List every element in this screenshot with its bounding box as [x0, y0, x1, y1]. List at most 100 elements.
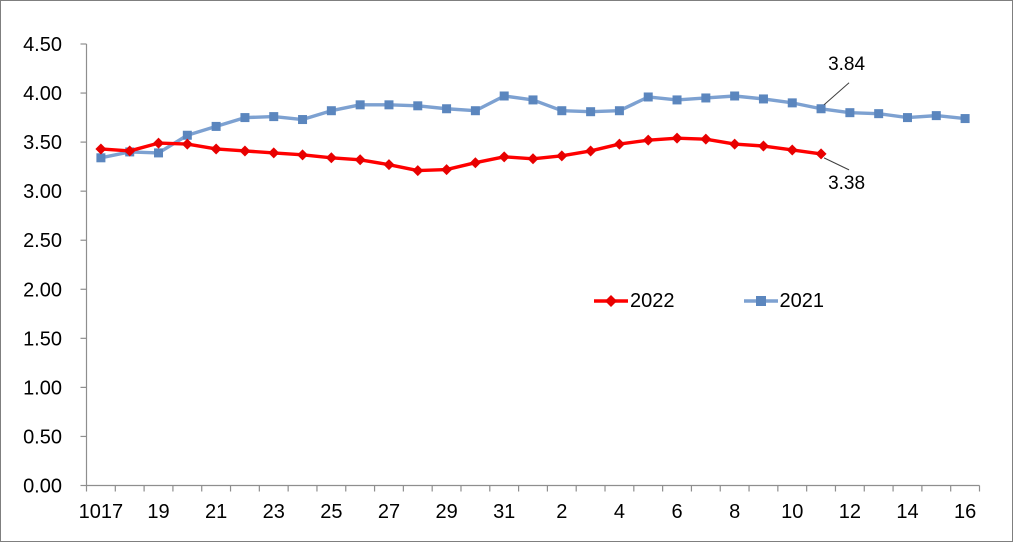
marker-square	[384, 100, 394, 110]
marker-square	[816, 104, 826, 114]
legend: 2022 2021	[594, 290, 824, 312]
x-tick-label: 8	[729, 501, 740, 523]
marker-square	[182, 130, 192, 140]
marker-square	[499, 91, 509, 101]
x-tick-label: 27	[378, 501, 400, 523]
marker-square	[355, 100, 365, 110]
marker-diamond	[815, 148, 827, 160]
marker-diamond	[642, 134, 654, 146]
marker-diamond	[181, 138, 193, 150]
x-tick-label: 21	[205, 501, 227, 523]
marker-diamond	[585, 145, 597, 157]
y-tick-label: 0.50	[23, 426, 62, 448]
marker-diamond	[757, 140, 769, 152]
legend-item-2022: 2022	[594, 290, 675, 312]
marker-diamond	[210, 143, 222, 155]
y-tick-label: 3.00	[23, 181, 62, 203]
marker-diamond	[412, 165, 424, 177]
y-tick-label: 1.50	[23, 328, 62, 350]
marker-square	[787, 98, 797, 108]
line-square-marker-icon	[743, 296, 778, 306]
x-tick-label: 14	[896, 501, 918, 523]
data-label-2022-last: 3.38	[828, 172, 866, 194]
marker-square	[931, 111, 941, 121]
marker-square	[326, 106, 336, 116]
marker-diamond	[527, 153, 539, 165]
marker-square	[643, 92, 653, 102]
y-axis: 4.50 4.00 3.50 3.00 2.50 2.00 1.50 1.00 0.50 0.00	[23, 34, 88, 498]
marker-square	[298, 115, 308, 125]
marker-diamond	[556, 150, 568, 162]
series-2022	[95, 132, 827, 177]
legend-item-2021: 2021	[743, 290, 825, 312]
marker-diamond	[469, 157, 481, 169]
marker-square	[154, 148, 164, 158]
y-tick-label: 4.50	[23, 34, 62, 56]
y-tick-label: 1.00	[23, 377, 62, 399]
leader-line	[823, 157, 850, 171]
marker-diamond	[441, 164, 453, 176]
y-tick-label: 2.00	[23, 279, 62, 301]
marker-square	[701, 93, 711, 103]
marker-square	[557, 106, 567, 116]
series-2021	[96, 91, 970, 163]
marker-square	[470, 106, 480, 116]
marker-diamond	[297, 149, 309, 161]
line-diamond-marker-icon	[594, 295, 628, 307]
x-tick-label: 12	[839, 501, 861, 523]
x-tick-label: 19	[147, 501, 169, 523]
legend-label-2021: 2021	[779, 290, 825, 312]
marker-square	[269, 112, 279, 122]
marker-square	[758, 94, 768, 104]
y-tick-label: 0.00	[23, 476, 62, 498]
marker-square	[902, 113, 912, 123]
x-tick-label: 31	[493, 501, 515, 523]
marker-diamond	[671, 132, 683, 144]
marker-diamond	[729, 138, 741, 150]
marker-diamond	[268, 147, 280, 159]
marker-square	[845, 108, 855, 118]
marker-diamond	[239, 145, 251, 157]
legend-label-2022: 2022	[630, 290, 675, 312]
marker-square	[874, 109, 884, 119]
marker-diamond	[153, 137, 165, 149]
marker-diamond	[95, 143, 107, 155]
marker-diamond	[383, 159, 395, 171]
x-tick-label: 1017	[79, 501, 124, 523]
x-tick-label: 4	[614, 501, 625, 523]
marker-square	[96, 153, 106, 163]
marker-diamond	[786, 144, 798, 156]
marker-diamond	[354, 154, 366, 166]
series-2022-line	[100, 136, 822, 173]
marker-diamond	[124, 145, 136, 157]
x-tick-label: 2	[556, 501, 567, 523]
marker-square	[960, 114, 970, 124]
marker-square	[730, 91, 740, 101]
marker-square	[672, 95, 682, 105]
x-tick-label: 29	[435, 501, 457, 523]
marker-square	[211, 121, 221, 131]
marker-diamond	[613, 138, 625, 150]
x-tick-label: 16	[954, 501, 976, 523]
marker-square	[586, 107, 596, 117]
marker-square	[528, 95, 538, 105]
data-label-2021-last: 3.84	[828, 53, 866, 75]
marker-diamond	[498, 151, 510, 163]
y-tick-label: 4.00	[23, 83, 62, 105]
marker-diamond	[325, 152, 337, 164]
y-tick-label: 2.50	[23, 230, 62, 252]
marker-diamond	[700, 133, 712, 145]
x-tick-label: 6	[671, 501, 682, 523]
y-tick-label: 3.50	[23, 132, 62, 154]
marker-square	[413, 101, 423, 111]
x-tick-label: 10	[781, 501, 803, 523]
leader-line	[823, 82, 850, 106]
marker-square	[240, 113, 250, 123]
marker-square	[442, 104, 452, 114]
annotation-leader-lines	[823, 82, 850, 171]
marker-square	[614, 106, 624, 116]
x-tick-label: 25	[320, 501, 342, 523]
x-axis: 1017 19 21 23 25 27 29 31 2 4 6 8 10 12 14 16	[79, 484, 981, 523]
